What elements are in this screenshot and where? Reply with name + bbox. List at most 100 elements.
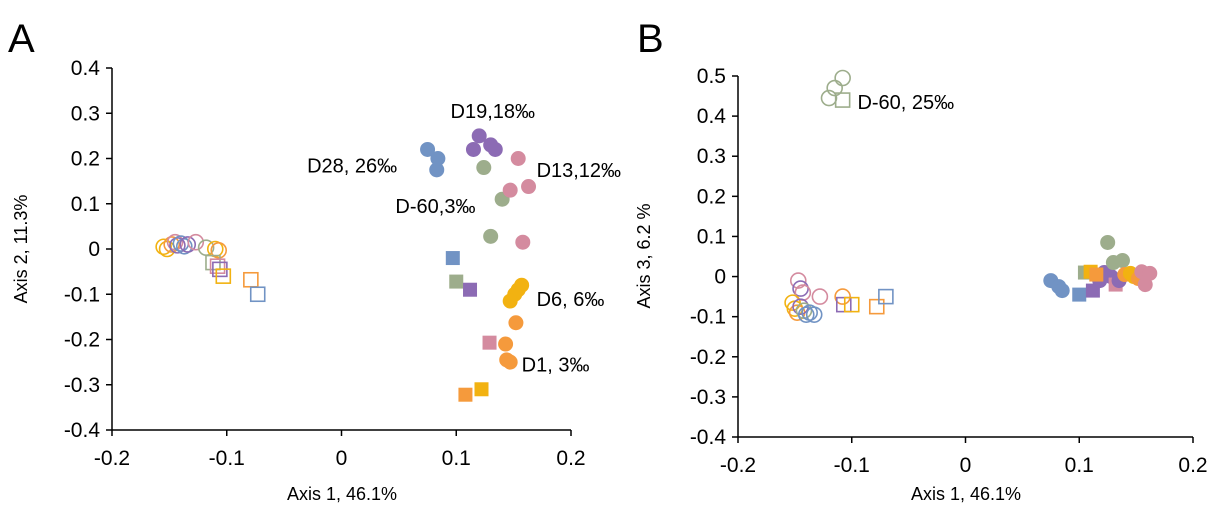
panel-a-x-tick-label: 0.2 (556, 447, 585, 470)
panel-a-point-d28-circle (429, 162, 445, 178)
panel-a-point-d1-circle (210, 242, 228, 259)
panel-a-point-d28-circle (420, 141, 436, 157)
panel-a-point-d13-circle (166, 233, 184, 251)
panel-a-point-d28-circle (175, 237, 193, 255)
panel-b-point-d6-square (843, 296, 860, 313)
panel-a-x-tick-label: 0.1 (442, 447, 471, 470)
panel-b-point-d-60-square (834, 92, 851, 108)
panel-b-point-d-60-circle (834, 69, 851, 87)
panel-a-annotation: D-60,3‰ (395, 196, 475, 218)
panel-b-point-d13-circle (1142, 265, 1158, 281)
panel-a-point-d28-circle (430, 151, 446, 166)
panel-a-point-d19-circle (471, 128, 487, 144)
panel-a-annotation: D19,18‰ (451, 101, 536, 123)
panel-b-y-tick-label: 0.1 (697, 225, 726, 248)
panel-a-point-d19-circle (465, 141, 481, 157)
panel-b-point-d1-circle (834, 288, 851, 305)
panel-a-point-d1-square (458, 387, 473, 402)
panel-a-annotation: D1, 3‰ (522, 354, 590, 376)
panel-a-point-d13-circle (502, 182, 518, 198)
panel-a-point-d13-circle (515, 234, 531, 250)
panel-a-point-d13-circle (521, 179, 537, 195)
panel-a-point-d6-circle (155, 238, 172, 256)
panel-b-y-tick-label: -0.1 (690, 306, 726, 329)
panel-a-y-tick-label: 0.3 (71, 102, 100, 125)
panel-b-point-d1-square (1089, 267, 1104, 282)
panel-b-y-tick-label: -0.4 (690, 426, 727, 449)
panel-b-annotation: D-60, 25‰ (857, 92, 954, 114)
panel-a-annotation: D28, 26‰ (307, 155, 397, 177)
panel-b-point-d28-circle (797, 306, 815, 323)
panel-a-y-tick-label: 0.1 (71, 193, 100, 216)
panel-b-point-d19-circle (792, 280, 809, 297)
panel-a-point-d1-circle (502, 354, 518, 370)
panel-b-x-axis-label: Axis 1, 46.1% (911, 484, 1021, 504)
panel-a-y-axis-label: Axis 2, 11.3% (11, 195, 31, 304)
panel-b-x-tick-label: 0 (960, 454, 972, 477)
panel-b-x-tick-label: -0.2 (720, 454, 756, 477)
panel-a-annotation: D6, 6‰ (537, 289, 605, 311)
panel-b-point-d13-circle (811, 288, 829, 305)
panel-b-point-d-60-circle (826, 79, 843, 97)
panel-b-x-tick-label: 0.2 (1178, 454, 1207, 477)
panel-b-point-d28-square (1072, 287, 1087, 302)
panel-b-y-tick-label: 0.3 (697, 145, 726, 168)
panel-a-point-d1-circle (508, 315, 524, 331)
panel-a-point-d19-circle (179, 236, 197, 253)
panel-a-x-axis-label: Axis 1, 46.1% (287, 484, 397, 504)
panel-b-y-axis-label: Axis 3, 6.2 % (634, 203, 654, 308)
panel-a-point-d28-square (249, 286, 266, 303)
panel-a-point-d1-circle (498, 336, 514, 352)
panel-b-y-tick-label: 0.4 (697, 105, 727, 128)
panel-b-point-d13-circle (789, 272, 807, 289)
panel-a-point-d13-circle (187, 233, 205, 251)
panel-b-point-d19-square (835, 296, 852, 313)
panel-b-point-d28-circle (1054, 283, 1070, 299)
panel-b-label: B (637, 17, 664, 61)
panel-b-y-tick-label: 0 (714, 266, 726, 289)
panel-a-x-tick-label: -0.2 (94, 447, 130, 470)
panel-a-point-d1-circle (163, 236, 180, 253)
panel-a-point-d6-square (474, 382, 489, 397)
panel-a-x-tick-label: 0 (336, 447, 348, 470)
panel-a-y-tick-label: 0 (88, 238, 100, 261)
panel-a-y-tick-label: -0.3 (64, 374, 100, 397)
panel-a-point-d13-square (209, 258, 226, 274)
panel-a-point-d19-circle (487, 141, 503, 157)
panel-a-y-tick-label: 0.4 (71, 57, 101, 80)
panel-a-point-d-60-circle (476, 160, 492, 176)
panel-b-point-d1-square (868, 298, 885, 315)
panel-a-annotation: D13,12‰ (537, 160, 622, 182)
panel-a-point-d13-square (482, 335, 497, 350)
panel-b-point-d-60-circle (1114, 253, 1130, 269)
panel-a-label: A (8, 17, 35, 61)
panel-a-point-d19-square (463, 282, 478, 297)
panel-a-y-tick-label: -0.2 (64, 329, 100, 352)
panel-b-y-tick-label: 0.2 (697, 185, 726, 208)
panel-b-x-tick-label: -0.1 (834, 454, 870, 477)
panel-a-point-d-60-circle (483, 228, 499, 244)
panel-b-x-tick-label: 0.1 (1065, 454, 1094, 477)
panel-a-point-d13-circle (510, 151, 526, 166)
panel-a-y-tick-label: -0.1 (64, 283, 100, 306)
panel-a-point-d28-square (445, 251, 460, 266)
panel-b-point-d28-circle (805, 306, 823, 323)
panel-b-point-d28-square (878, 288, 894, 305)
panel-b-chart: B Axis 1, 46.1% Axis 3, 6.2 % 0.5 0.4 0.3 0… (634, 17, 1208, 504)
panel-a-y-tick-label: 0.2 (71, 148, 100, 171)
panel-b-y-tick-label: 0.5 (697, 65, 726, 88)
panel-a-point-d6-circle (502, 293, 518, 309)
panel-a-y-tick-label: -0.4 (64, 419, 101, 442)
panel-b-point-d-60-circle (1100, 234, 1116, 250)
panel-b-y-tick-label: -0.3 (690, 386, 726, 409)
panel-a-x-tick-label: -0.1 (209, 447, 245, 470)
panel-a-chart: A Axis 1, 46.1% Axis 2, 11.3% 0.4 0.3 0.2 0… (8, 17, 621, 504)
panel-b-point-d-60-circle (820, 89, 838, 107)
panel-a-point-d-60-square (449, 274, 464, 289)
panel-a-point-d19-circle (169, 237, 186, 254)
panel-b-point-d13-circle (1137, 277, 1153, 293)
panel-a-point-d1-square (243, 271, 259, 288)
panel-b-y-tick-label: -0.2 (690, 346, 726, 369)
panel-a-point-d6-square (215, 268, 232, 284)
